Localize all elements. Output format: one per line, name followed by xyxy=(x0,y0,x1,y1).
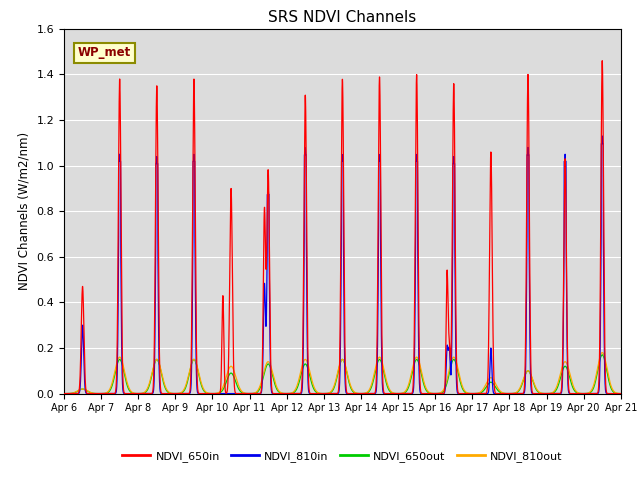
NDVI_810out xyxy=(467,391,475,396)
NDVI_650out xyxy=(160,382,168,387)
NDVI_810out xyxy=(436,390,444,396)
NDVI_810in xyxy=(499,391,507,396)
NDVI_650in xyxy=(467,391,475,396)
NDVI_650out xyxy=(598,352,606,358)
NDVI_650in xyxy=(617,391,625,396)
NDVI_810in xyxy=(322,391,330,396)
Legend: NDVI_650in, NDVI_810in, NDVI_650out, NDVI_810out: NDVI_650in, NDVI_810in, NDVI_650out, NDV… xyxy=(118,446,567,467)
NDVI_810out xyxy=(60,391,68,396)
NDVI_650in xyxy=(322,391,330,396)
NDVI_810out xyxy=(617,391,625,396)
NDVI_650out xyxy=(322,391,330,396)
NDVI_810in xyxy=(616,391,624,396)
Line: NDVI_650out: NDVI_650out xyxy=(64,355,621,394)
NDVI_810in xyxy=(617,391,625,396)
NDVI_650out xyxy=(436,390,444,396)
NDVI_810in xyxy=(436,391,444,396)
Y-axis label: NDVI Channels (W/m2/nm): NDVI Channels (W/m2/nm) xyxy=(18,132,31,290)
NDVI_650out xyxy=(467,391,475,396)
NDVI_650out xyxy=(617,391,625,396)
Line: NDVI_650in: NDVI_650in xyxy=(64,61,621,394)
NDVI_810in xyxy=(467,391,475,396)
NDVI_810out xyxy=(499,390,506,396)
NDVI_810in xyxy=(227,391,234,396)
NDVI_650in xyxy=(616,391,624,396)
NDVI_810in xyxy=(160,391,168,396)
NDVI_650out xyxy=(616,391,624,396)
NDVI_650in xyxy=(499,391,506,396)
NDVI_650out xyxy=(60,391,68,396)
NDVI_650in xyxy=(436,391,444,396)
NDVI_650in xyxy=(160,391,168,396)
NDVI_810out xyxy=(616,391,624,396)
NDVI_650in xyxy=(598,58,606,64)
NDVI_810out xyxy=(322,391,330,396)
Line: NDVI_810out: NDVI_810out xyxy=(64,353,621,394)
Text: WP_met: WP_met xyxy=(78,46,131,59)
NDVI_810in xyxy=(598,133,606,139)
Line: NDVI_810in: NDVI_810in xyxy=(64,136,621,394)
NDVI_810out xyxy=(598,350,606,356)
NDVI_810out xyxy=(160,380,168,385)
NDVI_810in xyxy=(60,391,68,396)
NDVI_650in xyxy=(60,391,68,396)
Title: SRS NDVI Channels: SRS NDVI Channels xyxy=(268,10,417,25)
NDVI_650out xyxy=(499,390,506,396)
